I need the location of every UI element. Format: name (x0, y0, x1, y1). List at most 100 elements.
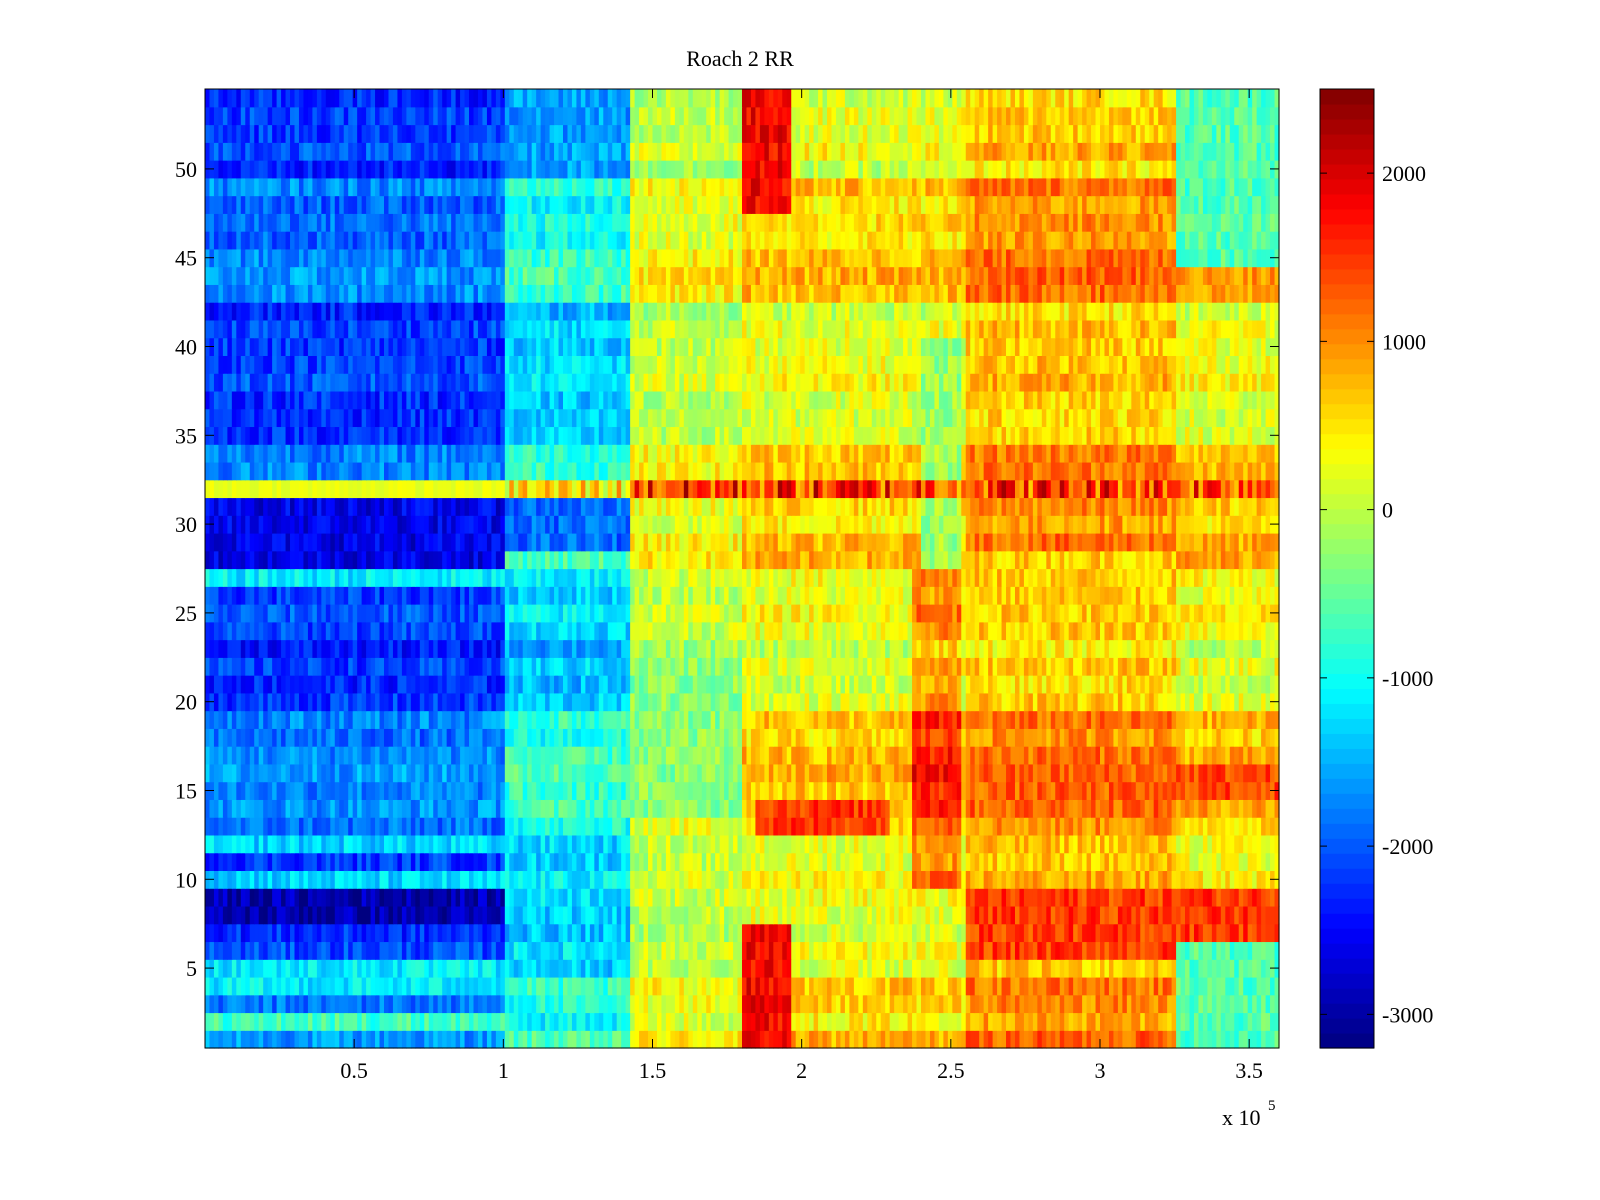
heatmap-cell (1243, 852, 1249, 872)
heatmap-cell (334, 994, 340, 1014)
heatmap-cell (589, 870, 595, 889)
heatmap-cell (724, 1012, 730, 1031)
heatmap-cell (1265, 746, 1271, 765)
heatmap-cell (1006, 994, 1012, 1014)
heatmap-cell (589, 959, 595, 978)
heatmap-cell (849, 763, 855, 783)
heatmap-cell (791, 923, 797, 943)
heatmap-cell (245, 870, 251, 889)
heatmap-cell (388, 728, 394, 747)
heatmap-cell (876, 728, 882, 747)
heatmap-cell (576, 675, 582, 694)
heatmap-cell (240, 852, 246, 872)
heatmap-cell (795, 941, 801, 960)
heatmap-cell (491, 692, 497, 712)
heatmap-cell (576, 799, 582, 818)
heatmap-cell (536, 781, 542, 800)
heatmap-cell (818, 781, 824, 800)
heatmap-cell (263, 728, 269, 747)
heatmap-cell (294, 692, 300, 712)
heatmap-cell (983, 941, 989, 960)
heatmap-cell (339, 746, 345, 765)
heatmap-cell (1198, 781, 1204, 800)
heatmap-cell (1059, 1012, 1065, 1031)
heatmap-cell (1068, 976, 1074, 996)
heatmap-cell (307, 888, 313, 907)
heatmap-cell (585, 746, 591, 765)
heatmap-cell (961, 870, 967, 889)
heatmap-cell (1162, 692, 1168, 712)
heatmap-cell (746, 817, 752, 836)
heatmap-cell (1167, 852, 1173, 872)
heatmap-cell (446, 852, 452, 872)
heatmap-cell (1211, 710, 1217, 729)
heatmap-cell (249, 834, 255, 854)
heatmap-cell (1135, 781, 1141, 800)
heatmap-cell (348, 941, 354, 960)
heatmap-cell (840, 675, 846, 694)
heatmap-cell (921, 888, 927, 907)
heatmap-cell (290, 888, 296, 907)
heatmap-cell (925, 763, 931, 783)
heatmap-cell (469, 834, 475, 854)
heatmap-cell (464, 728, 470, 747)
heatmap-cell (290, 817, 296, 836)
heatmap-cell (827, 888, 833, 907)
heatmap-cell (903, 692, 909, 712)
heatmap-cell (1122, 834, 1128, 854)
heatmap-cell (334, 852, 340, 872)
heatmap-cell (674, 834, 680, 854)
heatmap-cell (513, 728, 519, 747)
heatmap-cell (1162, 763, 1168, 783)
heatmap-cell (777, 852, 783, 872)
heatmap-cell (656, 817, 663, 836)
heatmap-cell (1050, 692, 1056, 712)
heatmap-cell (258, 799, 264, 818)
heatmap-cell (974, 781, 980, 800)
heatmap-cell (307, 710, 313, 729)
heatmap-cell (339, 817, 345, 836)
heatmap-cell (1091, 817, 1097, 836)
heatmap-cell (531, 675, 537, 694)
heatmap-cell (375, 675, 381, 694)
heatmap-cell (554, 976, 560, 996)
heatmap-cell (997, 1012, 1003, 1031)
heatmap-cell (656, 941, 663, 960)
heatmap-cell (464, 692, 470, 712)
heatmap-cell (822, 852, 828, 872)
heatmap-cell (652, 834, 658, 854)
heatmap-cell (536, 941, 542, 960)
heatmap-cell (1023, 888, 1029, 907)
heatmap-cell (1082, 923, 1088, 943)
heatmap-cell (571, 923, 578, 943)
heatmap-cell (733, 692, 739, 712)
heatmap-cell (849, 746, 855, 765)
heatmap-cell (818, 675, 824, 694)
heatmap-cell (424, 994, 430, 1014)
heatmap-cell (750, 799, 757, 818)
heatmap-cell (724, 959, 730, 978)
heatmap-cell (1046, 763, 1052, 783)
heatmap-cell (384, 781, 390, 800)
heatmap-cell (1202, 763, 1208, 783)
heatmap-cell (652, 1030, 658, 1049)
heatmap-cell (1023, 746, 1029, 765)
heatmap-cell (276, 905, 282, 925)
heatmap-cell (603, 834, 609, 854)
heatmap-cell (406, 870, 412, 889)
heatmap-cell (616, 817, 622, 836)
heatmap-cell (800, 905, 806, 925)
heatmap-cell (943, 888, 949, 907)
heatmap-cell (397, 746, 403, 765)
heatmap-cell (688, 959, 694, 978)
heatmap-cell (585, 692, 591, 712)
heatmap-cell (1207, 1030, 1213, 1049)
heatmap-cell (965, 746, 971, 765)
heatmap-cell (1185, 941, 1191, 960)
heatmap-cell (648, 905, 654, 925)
heatmap-cell (782, 834, 788, 854)
heatmap-cell (795, 905, 801, 925)
heatmap-cell (903, 1030, 909, 1049)
heatmap-cell (477, 763, 484, 783)
heatmap-cell (384, 941, 390, 960)
